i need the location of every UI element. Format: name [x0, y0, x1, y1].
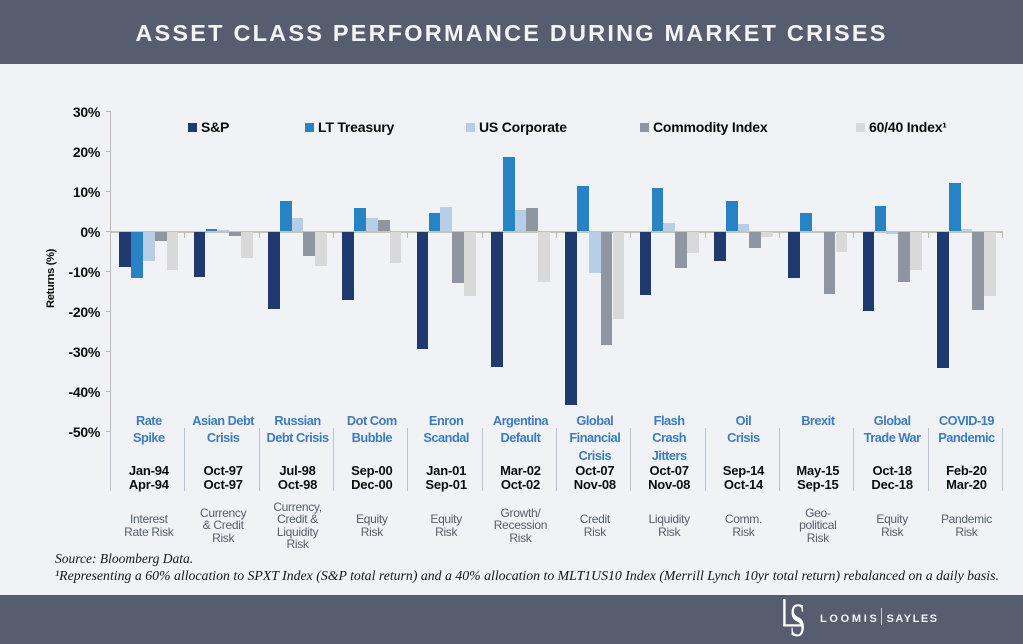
svg-text:S: S — [790, 597, 806, 639]
